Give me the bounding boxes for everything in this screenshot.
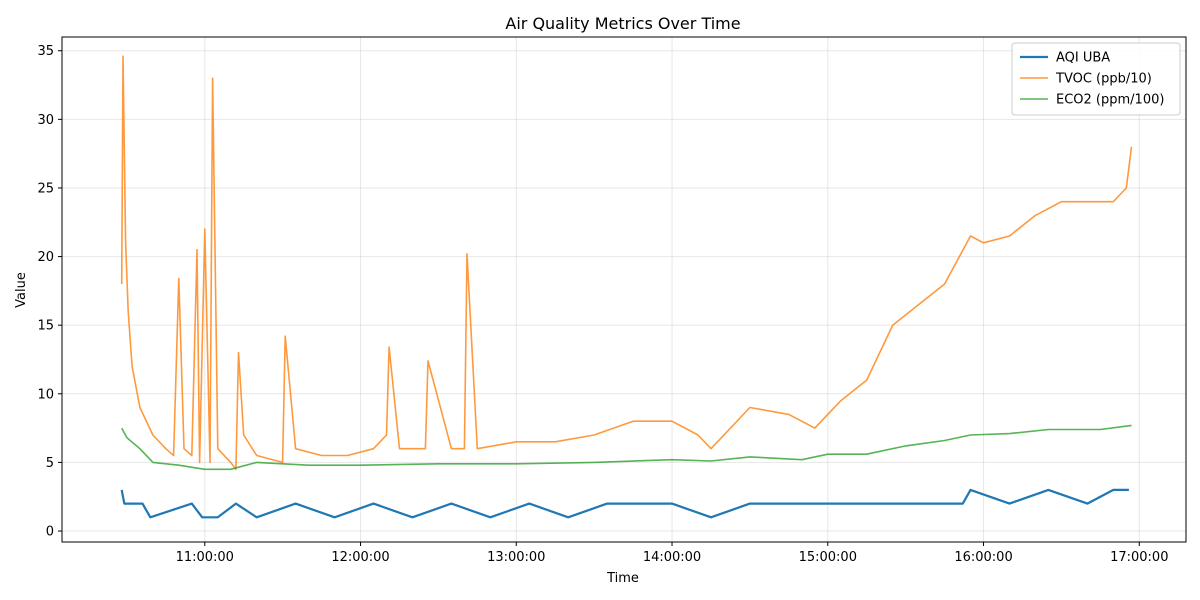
y-tick-label: 5 (46, 456, 54, 471)
y-tick-label: 30 (37, 113, 54, 128)
y-tick-label: 35 (37, 44, 54, 59)
legend-label: AQI UBA (1056, 51, 1110, 66)
x-tick-label: 15:00:00 (799, 550, 857, 565)
y-tick-label: 10 (37, 387, 54, 402)
plot-frame (61, 36, 1187, 543)
x-tick-label: 17:00:00 (1110, 550, 1168, 565)
series-layer (120, 55, 1133, 519)
y-tick-label: 15 (37, 319, 54, 334)
x-axis-label: Time (606, 571, 639, 586)
x-tick-label: 11:00:00 (176, 550, 234, 565)
chart-title: Air Quality Metrics Over Time (505, 14, 740, 33)
x-tick-label: 14:00:00 (643, 550, 701, 565)
x-tick-label: 12:00:00 (331, 550, 389, 565)
x-tick-label: 13:00:00 (487, 550, 545, 565)
y-tick-label: 20 (37, 250, 54, 265)
x-tick-label: 16:00:00 (954, 550, 1012, 565)
y-tick-label: 0 (46, 525, 54, 540)
legend-label: ECO2 (ppm/100) (1056, 93, 1164, 108)
legend-label: TVOC (ppb/10) (1055, 72, 1152, 87)
grid (62, 37, 1186, 542)
legend: AQI UBA TVOC (ppb/10) ECO2 (ppm/100) (1011, 42, 1181, 116)
series-line-0 (120, 488, 1129, 519)
y-axis: 0 5 10 15 20 25 30 35 (37, 44, 62, 540)
x-axis: 11:00:00 12:00:00 13:00:00 14:00:00 15:00:00… (176, 542, 1168, 565)
legend-box (1011, 42, 1181, 116)
series-line-2 (120, 424, 1132, 471)
y-tick-label: 25 (37, 181, 54, 196)
series-line-1 (120, 55, 1133, 471)
y-axis-label: Value (14, 272, 29, 308)
